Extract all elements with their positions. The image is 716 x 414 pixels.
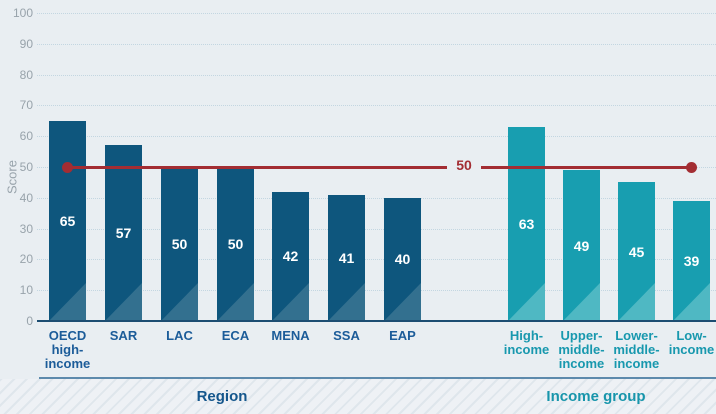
gridline-10: [37, 290, 716, 292]
bar-corner-sheen: [272, 282, 309, 321]
bar-value-label: 63: [518, 215, 535, 232]
bar-value-label: 57: [115, 225, 132, 242]
bar-corner-sheen: [328, 282, 365, 321]
bar-lac: 50: [161, 167, 198, 321]
bar-ssa: 41: [328, 194, 365, 321]
y-axis-title: Score: [4, 160, 20, 194]
bar-upper-middle-income: 49: [563, 170, 600, 321]
bar-value-label: 42: [282, 248, 299, 265]
y-tick-label-40: 40: [19, 190, 33, 205]
bar-lower-middle-income: 45: [618, 182, 655, 321]
category-label-lower-middle-income: Lower-middle-income: [613, 328, 660, 371]
bar-value-label: 65: [59, 212, 76, 229]
reference-line-right-dot: [686, 161, 697, 173]
y-tick-label-0: 0: [26, 314, 33, 328]
bar-corner-sheen: [563, 282, 600, 321]
bar-eca: 50: [217, 167, 254, 321]
y-tick-label-100: 100: [12, 6, 33, 20]
bar-corner-sheen: [384, 282, 421, 321]
gridline-70: [37, 105, 716, 107]
bar-corner-sheen: [618, 282, 655, 321]
x-axis-line: [37, 320, 716, 322]
y-tick-label-20: 20: [19, 252, 33, 267]
reference-line-label: 50: [447, 157, 481, 174]
bar-value-label: 50: [171, 236, 188, 252]
gridline-80: [37, 74, 716, 76]
y-tick-label-80: 80: [19, 67, 33, 82]
bar-value-label: 50: [227, 236, 244, 252]
group-label-income: Income group: [546, 388, 646, 405]
group-band: Region Income group: [0, 379, 716, 414]
bar-value-label: 45: [628, 243, 645, 260]
bar-value-label: 39: [683, 252, 700, 269]
bar-corner-sheen: [673, 282, 710, 321]
gridline-20: [37, 259, 716, 261]
category-label-sar: SAR: [109, 328, 138, 343]
bar-value-label: 40: [394, 251, 411, 268]
bar-value-label: 49: [573, 237, 590, 254]
bar-sar: 57: [105, 145, 142, 321]
y-tick-label-50: 50: [19, 160, 33, 174]
bar-eap: 40: [384, 197, 421, 321]
category-label-eca: ECA: [221, 328, 250, 343]
bar-corner-sheen: [49, 282, 86, 321]
category-label-mena: MENA: [271, 328, 310, 343]
gridline-100: [37, 13, 716, 14]
y-tick-label-30: 30: [19, 221, 33, 236]
gridline-60: [37, 136, 716, 138]
group-label-region: Region: [196, 388, 248, 405]
bar-corner-sheen: [508, 282, 545, 321]
gridline-40: [37, 197, 716, 199]
category-label-low-income: Low-income: [668, 328, 715, 357]
category-label-eap: EAP: [389, 328, 416, 343]
category-label-ssa: SSA: [333, 328, 360, 343]
y-tick-label-60: 60: [19, 129, 33, 144]
y-tick-label-10: 10: [19, 283, 33, 298]
category-label-oecd-high-income: OECD high-income: [44, 328, 91, 371]
bar-corner-sheen: [161, 283, 198, 321]
bar-corner-sheen: [217, 283, 254, 321]
category-label-upper-middle-income: Upper-middle-income: [558, 328, 605, 371]
group-divider-rule: [39, 377, 716, 379]
bar-value-label: 41: [338, 249, 355, 266]
bar-low-income: 39: [673, 200, 710, 321]
gridline-90: [37, 43, 716, 45]
bar-mena: 42: [272, 191, 309, 321]
reference-line-left-dot: [62, 161, 73, 173]
y-tick-label-70: 70: [19, 98, 33, 113]
y-tick-label-90: 90: [19, 36, 33, 51]
category-label-high-income: High-income: [503, 328, 550, 357]
category-label-lac: LAC: [166, 328, 193, 343]
reference-line: [67, 165, 692, 169]
bar-corner-sheen: [105, 282, 142, 321]
gridline-30: [37, 228, 716, 230]
bar-high-income: 63: [508, 126, 545, 321]
bar-oecd-high-income: 65: [49, 120, 86, 321]
